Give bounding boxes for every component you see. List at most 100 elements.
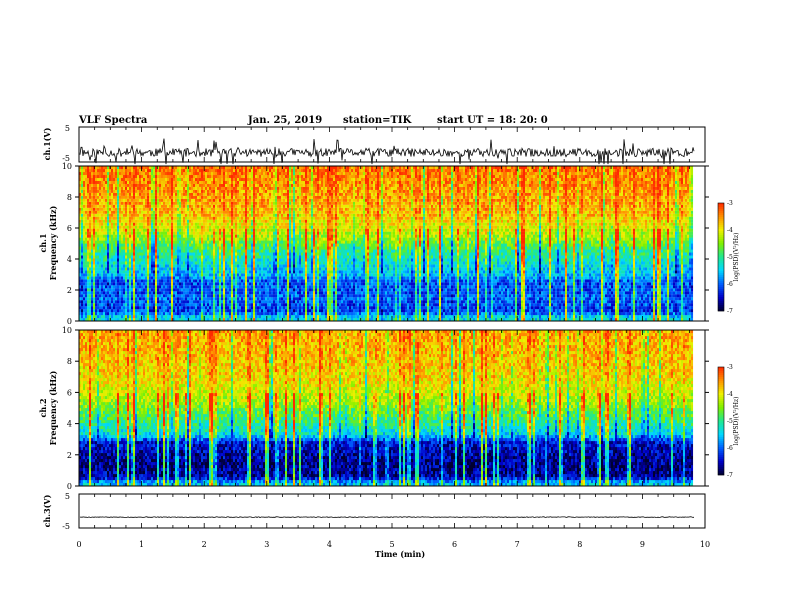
spectrogram-cell — [215, 309, 218, 313]
spectrogram-cell — [87, 231, 90, 235]
spectrogram-cell — [217, 291, 220, 295]
spectrogram-cell — [183, 198, 186, 202]
spectrogram-cell — [237, 216, 240, 220]
spectrogram-cell — [201, 166, 204, 170]
spectrogram-cell — [215, 255, 218, 259]
spectrogram-cell — [157, 267, 160, 271]
spectrogram-cell — [147, 189, 150, 193]
spectrogram-cell — [103, 303, 106, 307]
spectrogram-cell — [183, 192, 186, 196]
spectrogram-cell — [159, 255, 162, 259]
spectrogram-cell — [165, 258, 168, 262]
spectrogram-cell — [201, 240, 204, 244]
spectrogram-cell — [205, 225, 208, 229]
spectrogram-cell — [175, 273, 178, 277]
spectrogram-cell — [129, 300, 132, 304]
spectrogram-cell — [129, 231, 132, 235]
spectrogram-cell — [201, 258, 204, 262]
spectrogram-cell — [257, 216, 260, 220]
spectrogram-cell — [169, 264, 172, 268]
spectrogram-cell — [177, 282, 180, 286]
spectrogram-cell — [105, 297, 108, 301]
spectrogram-cell — [261, 264, 264, 268]
spectrogram-cell — [207, 285, 210, 289]
spectrogram-cell — [109, 255, 112, 259]
spectrogram-cell — [199, 294, 202, 298]
spectrogram-cell — [229, 166, 232, 170]
spectrogram-cell — [203, 279, 206, 283]
spectrogram-cell — [205, 195, 208, 199]
spectrogram-cell — [97, 267, 100, 271]
spectrogram-cell — [93, 294, 96, 298]
spectrogram-cell — [139, 318, 142, 322]
spectrogram-cell — [79, 249, 82, 253]
spectrogram-cell — [219, 228, 222, 232]
ch1-ytick-top: 5 — [65, 124, 70, 133]
spectrogram-cell — [163, 234, 166, 238]
spectrogram-cell — [235, 189, 238, 193]
spectrogram-cell — [177, 225, 180, 229]
spectrogram-cell — [133, 294, 136, 298]
spectrogram-cell — [205, 204, 208, 208]
spectrogram-cell — [233, 174, 236, 179]
spectrogram-cell — [91, 249, 94, 253]
spectrogram-cell — [209, 279, 212, 283]
spectrogram-cell — [97, 306, 100, 310]
spectrogram-cell — [223, 207, 226, 211]
spectrogram-cell — [239, 183, 242, 187]
spectrogram-cell — [157, 195, 160, 199]
spectrogram-cell — [265, 207, 268, 211]
spectrogram-cell — [241, 171, 244, 176]
spectrogram-cell — [169, 306, 172, 310]
spectrogram-cell — [237, 219, 240, 223]
spectrogram-cell — [201, 207, 204, 211]
spectrogram-cell — [211, 282, 214, 286]
spectrogram-cell — [181, 252, 184, 256]
spectrogram-cell — [155, 294, 158, 298]
spectrogram-cell — [133, 303, 136, 307]
spectrogram-cell — [269, 297, 272, 301]
spectrogram-cell — [107, 228, 110, 232]
spectrogram-cell — [225, 300, 228, 304]
spectrogram-cell — [129, 186, 132, 190]
spectrogram-cell — [139, 312, 142, 316]
spectrogram-cell — [131, 282, 134, 286]
spectrogram-cell — [267, 309, 270, 313]
spectrogram-cell — [227, 297, 230, 301]
spectrogram-cell — [231, 186, 234, 190]
spectrogram-cell — [163, 312, 166, 316]
spectrogram-cell — [95, 303, 98, 307]
spectrogram-cell — [249, 297, 252, 301]
spectrogram-cell — [215, 243, 218, 247]
spectrogram-cell — [255, 261, 258, 265]
spectrogram-cell — [177, 294, 180, 298]
spectrogram-cell — [133, 300, 136, 304]
spectrogram-cell — [193, 228, 196, 232]
spectrogram-cell — [153, 171, 156, 176]
spectrogram-cell — [117, 231, 120, 235]
spectrogram-cell — [137, 189, 140, 193]
spectrogram-cell — [149, 279, 152, 283]
spectrogram-cell — [127, 249, 130, 253]
spectrogram-cell — [141, 183, 144, 187]
spectrogram-cell — [193, 285, 196, 289]
spectrogram-cell — [259, 282, 262, 286]
spectrogram-cell — [149, 228, 152, 232]
spectrogram-cell — [145, 210, 148, 214]
spectrogram-cell — [129, 258, 132, 262]
spectrogram-cell — [89, 183, 92, 187]
spectrogram-cell — [151, 303, 154, 307]
spectrogram-cell — [199, 237, 202, 241]
spectrogram-cell — [115, 171, 118, 176]
spectrogram-cell — [81, 303, 84, 307]
spectrogram-cell — [179, 294, 182, 298]
spectrogram-cell — [265, 288, 268, 292]
spectrogram-cell — [151, 222, 154, 226]
spectrogram-cell — [177, 303, 180, 307]
spectrogram-cell — [99, 306, 102, 310]
spectrogram-cell — [179, 213, 182, 217]
spectrogram-cell — [135, 279, 138, 283]
spectrogram-cell — [119, 294, 122, 298]
spectrogram-cell — [255, 273, 258, 277]
spectrogram-cell — [255, 183, 258, 187]
